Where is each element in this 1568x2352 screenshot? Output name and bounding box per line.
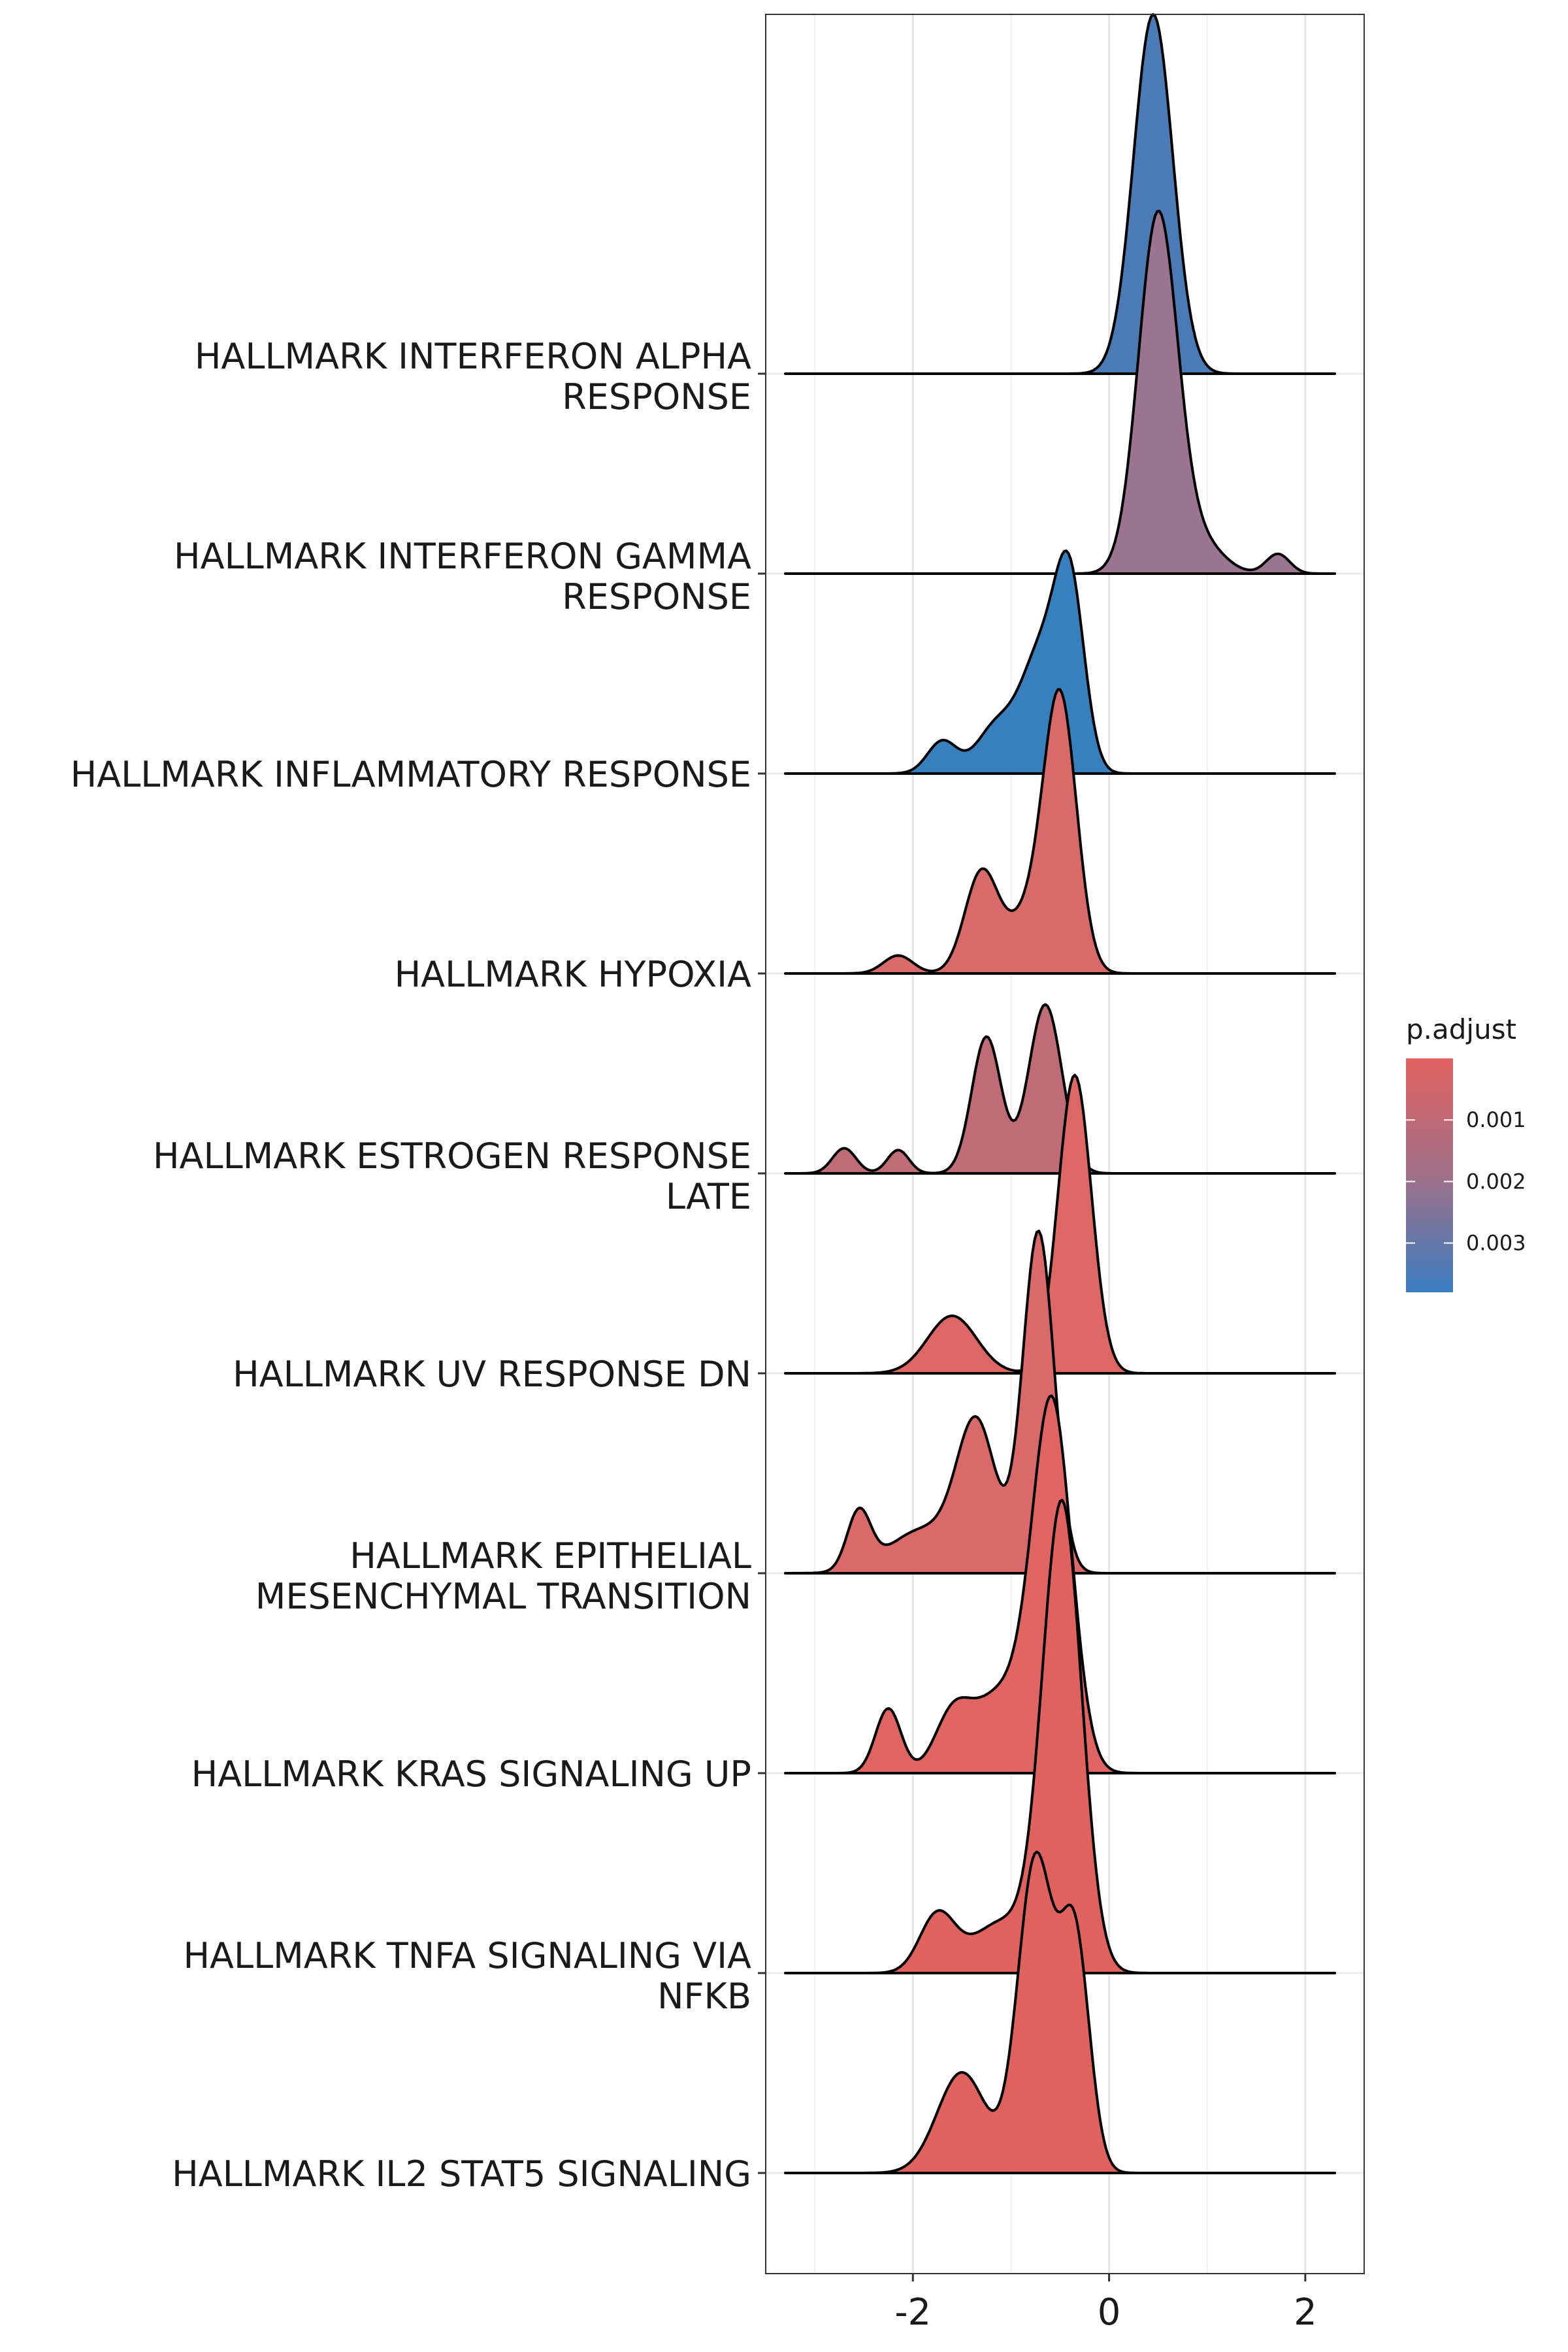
y-tick-label-line: RESPONSE	[562, 576, 751, 617]
y-tick-label-line: HALLMARK HYPOXIA	[395, 954, 751, 995]
ridge-2	[784, 549, 1336, 775]
ridge-9	[784, 1850, 1336, 2174]
legend-ticks: 0.001 0.002 0.003	[1406, 1107, 1526, 1256]
y-tick-label-line: HALLMARK INTERFERON ALPHA	[195, 336, 751, 377]
y-tick-label-line: HALLMARK INTERFERON GAMMA	[174, 536, 751, 577]
x-tick-label: 2	[1294, 2291, 1317, 2334]
ridge-5	[784, 1073, 1336, 1375]
ridge-3	[784, 688, 1336, 975]
legend-tick-label: 0.002	[1466, 1169, 1526, 1194]
y-tick-label: HALLMARK TNFA SIGNALING VIA NFKB	[183, 1935, 751, 2017]
y-tick-label-line: NFKB	[657, 1976, 751, 2017]
y-tick-label-line: HALLMARK IL2 STAT5 SIGNALING	[172, 2153, 751, 2195]
ridge-0	[784, 13, 1336, 375]
y-tick-label-line: LATE	[666, 1176, 751, 1217]
y-tick-label: HALLMARK INFLAMMATORY RESPONSE	[71, 754, 751, 795]
y-tick-label-line: HALLMARK UV RESPONSE DN	[233, 1354, 751, 1395]
y-axis: HALLMARK INTERFERON ALPHA RESPONSEHALLMAR…	[71, 336, 766, 2195]
x-axis: -2 0 2	[894, 2274, 1317, 2334]
y-tick-label-line: HALLMARK INFLAMMATORY RESPONSE	[71, 754, 751, 795]
y-tick-label-line: MESENCHYMAL TRANSITION	[255, 1576, 751, 1617]
legend-tick-label: 0.003	[1466, 1231, 1526, 1256]
ridge-4	[784, 1003, 1336, 1175]
y-tick-label: HALLMARK UV RESPONSE DN	[233, 1354, 751, 1395]
y-tick-label: HALLMARK KRAS SIGNALING UP	[191, 1754, 751, 1795]
x-tick-label: -2	[894, 2291, 931, 2334]
legend-colorbar	[1406, 1058, 1453, 1292]
y-tick-label-line: HALLMARK KRAS SIGNALING UP	[191, 1754, 751, 1795]
y-tick-label: HALLMARK ESTROGEN RESPONSE LATE	[153, 1135, 751, 1217]
y-tick-label: HALLMARK IL2 STAT5 SIGNALING	[172, 2153, 751, 2195]
y-tick-label-line: RESPONSE	[562, 376, 751, 417]
y-tick-label-line: HALLMARK ESTROGEN RESPONSE	[153, 1135, 751, 1177]
y-tick-label: HALLMARK INTERFERON GAMMA RESPONSE	[174, 536, 751, 617]
y-tick-label: HALLMARK INTERFERON ALPHA RESPONSE	[195, 336, 751, 417]
x-tick-label: 0	[1098, 2291, 1121, 2334]
ridges	[784, 13, 1336, 2174]
y-tick-label-line: HALLMARK EPITHELIAL	[350, 1535, 751, 1576]
y-tick-label-line: HALLMARK TNFA SIGNALING VIA	[183, 1935, 751, 1976]
legend-tick-label: 0.001	[1466, 1107, 1526, 1132]
ridge-8	[784, 1499, 1336, 1974]
y-tick-label: HALLMARK HYPOXIA	[395, 954, 751, 995]
legend-title: p.adjust	[1406, 1013, 1516, 1045]
legend: p.adjust 0.001 0.002 0.003	[1406, 1013, 1526, 1292]
y-tick-label: HALLMARK EPITHELIAL MESENCHYMAL TRANSITIO…	[255, 1535, 751, 1617]
panel-border	[765, 14, 1365, 2274]
